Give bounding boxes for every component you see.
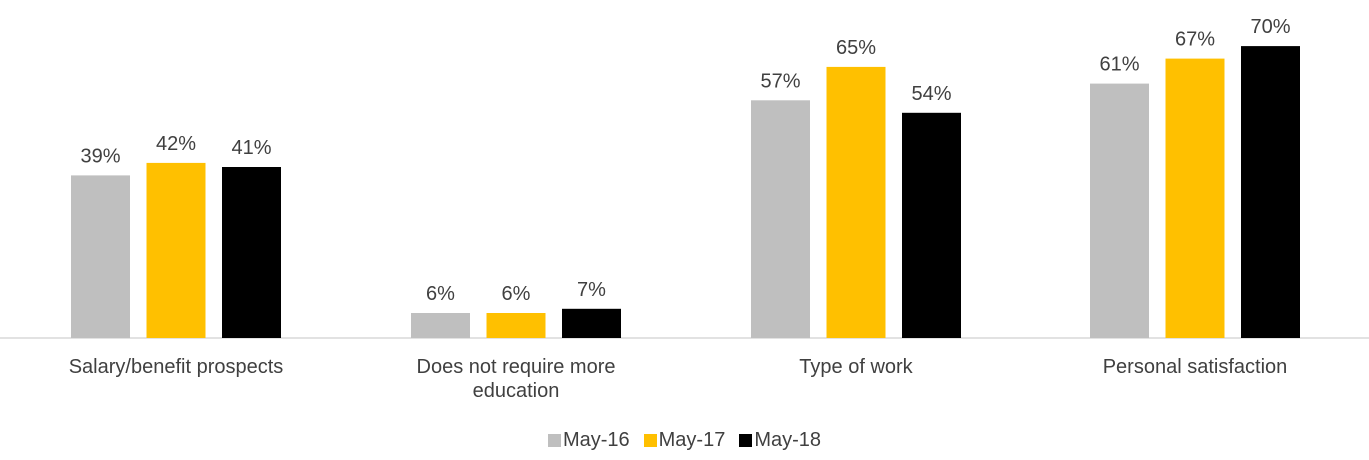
- bar-may-16-3: [1090, 83, 1149, 338]
- bar-may-17-1: [486, 313, 546, 338]
- category-label-2-line-0: Type of work: [799, 356, 913, 378]
- data-label-may-18-3: 70%: [1250, 16, 1290, 38]
- category-label-3-line-0: Personal satisfaction: [1103, 356, 1288, 378]
- data-label-may-18-1: 7%: [577, 279, 606, 301]
- legend-swatch-may-17: [643, 434, 657, 447]
- legend-swatch-may-18: [739, 434, 753, 447]
- data-label-may-17-1: 6%: [502, 283, 531, 305]
- bar-may-18-1: [562, 308, 621, 338]
- bar-may-17-2: [826, 66, 886, 339]
- legend-item-may-16: May-16: [547, 429, 630, 452]
- data-label-may-16-2: 57%: [760, 70, 800, 92]
- data-label-may-18-0: 41%: [231, 137, 271, 159]
- bar-may-18-2: [902, 112, 961, 338]
- bar-may-18-0: [222, 167, 281, 338]
- data-label-may-17-3: 67%: [1175, 29, 1215, 51]
- data-label-may-18-2: 54%: [911, 83, 951, 105]
- bar-may-18-3: [1241, 46, 1300, 338]
- data-label-may-16-3: 61%: [1099, 54, 1139, 76]
- category-labels-group: Salary/benefit prospects Does not require…: [69, 356, 1288, 402]
- bar-may-16-2: [751, 100, 810, 338]
- legend-label-may-16: May-16: [562, 429, 630, 451]
- category-label-1-line-1: education: [473, 380, 560, 402]
- bar-may-17-0: [146, 162, 206, 338]
- bars-group: [71, 46, 1300, 339]
- category-label-1-line-0: Does not require more: [417, 356, 616, 378]
- legend-label-may-17: May-17: [658, 429, 726, 451]
- data-label-may-17-0: 42%: [156, 133, 196, 155]
- category-label-0-line-0: Salary/benefit prospects: [69, 356, 284, 378]
- legend: May-16 May-17 May-18: [0, 429, 1369, 452]
- value-labels-group: 39% 6% 57% 61% 42% 6% 65% 67% 41% 7% 54% 70%: [80, 16, 1290, 305]
- bar-may-16-1: [411, 313, 470, 338]
- legend-item-may-18: May-18: [739, 429, 821, 452]
- data-label-may-16-1: 6%: [426, 283, 455, 305]
- bar-may-16-0: [71, 175, 130, 338]
- legend-swatch-may-16: [547, 434, 561, 447]
- legend-label-may-18: May-18: [754, 429, 822, 451]
- bar-may-17-3: [1165, 58, 1225, 338]
- legend-item-may-17: May-17: [643, 429, 726, 452]
- data-label-may-16-0: 39%: [80, 145, 120, 167]
- data-label-may-17-2: 65%: [836, 37, 876, 59]
